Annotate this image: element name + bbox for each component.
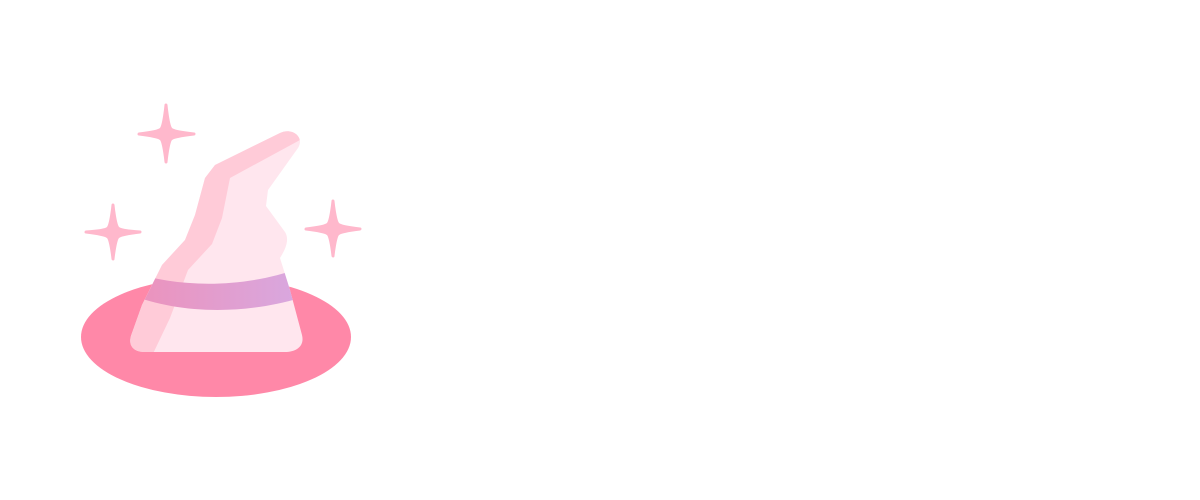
sparkle-icon [137, 103, 196, 164]
sparkle-icon [84, 203, 142, 261]
hat-band [130, 268, 300, 310]
hat-body [130, 131, 303, 352]
sparkle-icon [304, 199, 362, 258]
